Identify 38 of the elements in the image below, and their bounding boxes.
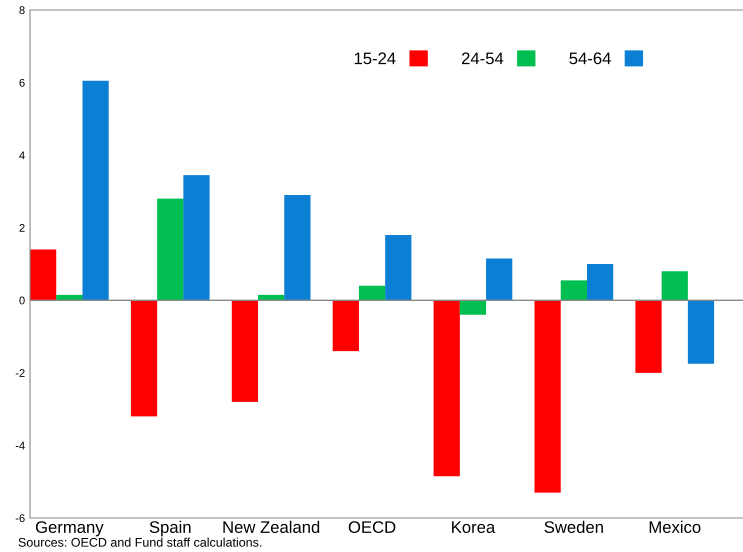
y-tick-label: 2 — [20, 224, 25, 232]
legend-label: 15-24 — [354, 52, 396, 64]
y-tick-label: -4 — [16, 442, 25, 450]
x-tick-label: OECD — [348, 521, 396, 534]
source-note: Sources: OECD and Fund staff calculations. — [18, 538, 262, 547]
x-tick-label: Mexico — [650, 520, 700, 534]
bar — [662, 271, 688, 300]
legend-label: 24-54 — [462, 52, 504, 64]
x-tick-label: Germany — [36, 521, 104, 536]
bar — [486, 258, 512, 300]
bar — [284, 195, 311, 300]
bar — [157, 198, 184, 300]
x-tick-label: Sweden — [544, 520, 603, 534]
bar — [358, 286, 386, 300]
x-tick-label: New Zealand — [223, 520, 320, 534]
y-tick-label: 6 — [20, 78, 25, 87]
bar — [434, 300, 460, 476]
bar — [560, 280, 587, 300]
x-tick-label: Korea — [452, 521, 496, 534]
legend-label: 54-64 — [569, 52, 611, 64]
bar — [534, 300, 561, 493]
y-tick-label: 8 — [19, 6, 25, 14]
bar — [232, 300, 258, 402]
x-tick-label: Spain — [150, 520, 190, 536]
bar — [332, 300, 359, 352]
y-tick-label: -6 — [16, 514, 25, 522]
bar — [460, 300, 486, 315]
bar — [183, 175, 210, 300]
bar — [635, 300, 662, 373]
bar — [130, 300, 158, 416]
bar — [586, 264, 614, 300]
y-tick-label: -2 — [16, 369, 25, 377]
bar — [385, 234, 412, 300]
bar — [688, 300, 714, 364]
bar — [82, 80, 109, 300]
y-tick-label: 0 — [19, 296, 25, 304]
y-tick-label: 4 — [19, 152, 25, 160]
bar — [30, 249, 56, 300]
